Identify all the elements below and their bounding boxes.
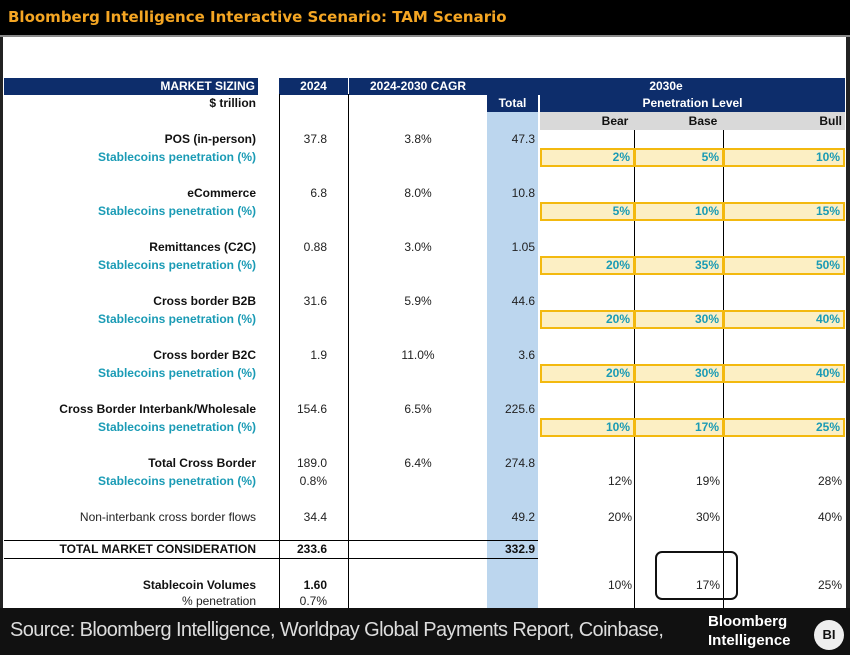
value-cagr: 6.4%: [404, 456, 432, 470]
row-label: Stablecoin Volumes: [142, 578, 256, 592]
value-2024: 37.8: [303, 132, 327, 146]
divider: [4, 558, 538, 559]
page-title: Bloomberg Intelligence Interactive Scena…: [8, 8, 507, 26]
row-label: Non-interbank cross border flows: [79, 510, 256, 524]
units-label: $ trillion: [209, 96, 256, 110]
value-2024: 189.0: [296, 456, 327, 470]
row-label: eCommerce: [187, 186, 256, 200]
header-bear: Bear: [601, 114, 629, 128]
header-bull: Bull: [819, 114, 842, 128]
penetration-input-base[interactable]: 35%: [634, 256, 724, 275]
frame-right: [846, 37, 850, 608]
row-label: Cross border B2C: [153, 348, 256, 362]
value-2024-penetration: 0.7%: [299, 594, 327, 608]
value-2024: 31.6: [303, 294, 327, 308]
value-2030-total: 332.9: [504, 542, 535, 556]
value-2030-total: 274.8: [504, 456, 535, 470]
source-text: Source: Bloomberg Intelligence, Worldpay…: [10, 619, 664, 641]
scenario-bear: 12%: [607, 474, 632, 488]
highlight-box: [655, 551, 738, 600]
penetration-input-bull[interactable]: 25%: [723, 418, 845, 437]
penetration-input-bear[interactable]: 20%: [540, 256, 635, 275]
penetration-label: Stablecoins penetration (%): [97, 474, 256, 488]
penetration-label: Stablecoins penetration (%): [97, 312, 256, 326]
row-label: POS (in-person): [164, 132, 256, 146]
penetration-input-bear[interactable]: 10%: [540, 418, 635, 437]
value-2030-total: 44.6: [511, 294, 535, 308]
scenario-base: 17%: [695, 578, 720, 592]
scenario-base: 30%: [695, 510, 720, 524]
divider: [279, 94, 280, 608]
penetration-input-base[interactable]: 17%: [634, 418, 724, 437]
scenario-header-row: [540, 112, 845, 130]
value-2024: 1.9: [310, 348, 327, 362]
frame-left: [0, 37, 3, 608]
penetration-label: Stablecoins penetration (%): [97, 204, 256, 218]
penetration-input-bear[interactable]: 20%: [540, 364, 635, 383]
row-label: Cross Border Interbank/Wholesale: [59, 402, 256, 416]
penetration-label: Stablecoins penetration (%): [97, 258, 256, 272]
value-cagr: 6.5%: [404, 402, 432, 416]
header-2024: 2024: [279, 78, 348, 95]
scenario-bull: 40%: [817, 510, 842, 524]
penetration-input-bear[interactable]: 2%: [540, 148, 635, 167]
value-cagr: 3.0%: [404, 240, 432, 254]
penetration-input-base[interactable]: 30%: [634, 364, 724, 383]
penetration-label: Stablecoins penetration (%): [97, 420, 256, 434]
penetration-input-base[interactable]: 10%: [634, 202, 724, 221]
value-2024: 233.6: [296, 542, 327, 556]
value-cagr: 8.0%: [404, 186, 432, 200]
penetration-input-base[interactable]: 30%: [634, 310, 724, 329]
penetration-input-bull[interactable]: 15%: [723, 202, 845, 221]
row-label: Total Cross Border: [148, 456, 256, 470]
penetration-input-bull[interactable]: 40%: [723, 310, 845, 329]
header-penetration-level: Penetration Level: [540, 95, 845, 112]
penetration-input-bear[interactable]: 20%: [540, 310, 635, 329]
value-2030-total: 49.2: [511, 510, 535, 524]
penetration-input-bull[interactable]: 40%: [723, 364, 845, 383]
title-bar: Bloomberg Intelligence Interactive Scena…: [0, 0, 850, 37]
scenario-bear: 10%: [607, 578, 632, 592]
value-2030-total: 1.05: [511, 240, 535, 254]
scenario-bear: 20%: [607, 510, 632, 524]
bi-badge: BI: [814, 620, 844, 650]
divider: [348, 94, 349, 608]
value-cagr: 11.0%: [401, 348, 435, 362]
header-2030e: 2030e: [487, 78, 845, 95]
penetration-input-bull[interactable]: 50%: [723, 256, 845, 275]
header-base: Base: [688, 114, 718, 128]
value-2030-total: 47.3: [511, 132, 535, 146]
value-cagr: 5.9%: [404, 294, 432, 308]
value-2024: 154.6: [296, 402, 327, 416]
total-column: [487, 95, 538, 608]
scenario-bull: 28%: [817, 474, 842, 488]
value-2024-penetration: 0.8%: [299, 474, 327, 488]
value-2024: 6.8: [310, 186, 327, 200]
row-label: TOTAL MARKET CONSIDERATION: [59, 542, 256, 556]
penetration-label: % penetration: [181, 594, 256, 608]
penetration-input-bull[interactable]: 10%: [723, 148, 845, 167]
scenario-bull: 25%: [817, 578, 842, 592]
value-2024: 0.88: [303, 240, 327, 254]
divider: [4, 540, 538, 541]
header-cagr: 2024-2030 CAGR: [349, 78, 487, 95]
value-2024: 34.4: [303, 510, 327, 524]
row-label: Remittances (C2C): [149, 240, 256, 254]
scenario-base: 19%: [695, 474, 720, 488]
value-2024: 1.60: [303, 578, 327, 592]
header-total: Total: [487, 95, 538, 112]
penetration-input-bear[interactable]: 5%: [540, 202, 635, 221]
bloomberg-logo: Bloomberg Intelligence: [708, 613, 791, 649]
value-2030-total: 225.6: [504, 402, 535, 416]
value-2030-total: 3.6: [518, 348, 535, 362]
value-cagr: 3.8%: [404, 132, 432, 146]
header-market-sizing: MARKET SIZING: [4, 78, 258, 95]
penetration-label: Stablecoins penetration (%): [97, 150, 256, 164]
penetration-input-base[interactable]: 5%: [634, 148, 724, 167]
value-2030-total: 10.8: [511, 186, 535, 200]
footer: Source: Bloomberg Intelligence, Worldpay…: [0, 608, 850, 655]
row-label: Cross border B2B: [153, 294, 256, 308]
penetration-label: Stablecoins penetration (%): [97, 366, 256, 380]
